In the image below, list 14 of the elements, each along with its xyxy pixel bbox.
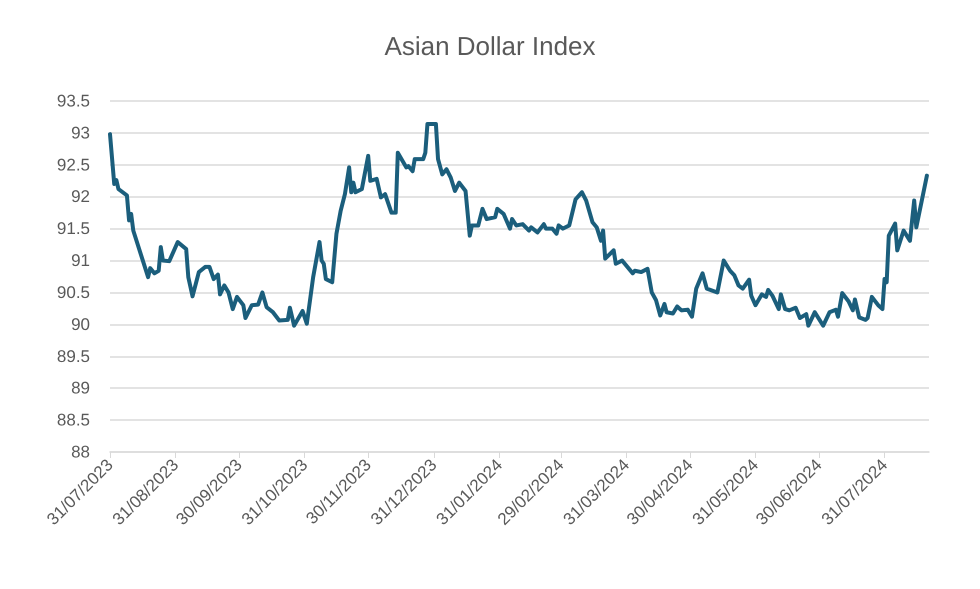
y-tick-label: 89: [71, 378, 90, 398]
y-tick-label: 93.5: [56, 92, 90, 110]
y-tick-label: 90.5: [56, 282, 90, 302]
y-tick-label: 91.5: [56, 219, 90, 238]
y-tick-label: 90: [71, 314, 90, 334]
y-tick-label: 93: [71, 123, 90, 142]
chart-title: Asian Dollar Index: [384, 31, 596, 61]
y-tick-label: 88: [71, 442, 90, 462]
line-series: [108, 122, 929, 328]
y-tick-label: 91: [71, 251, 90, 270]
y-tick-label: 89.5: [56, 346, 90, 366]
y-tick-label: 88.5: [56, 410, 90, 430]
y-tick-label: 92.5: [56, 155, 90, 174]
y-tick-label: 92: [71, 187, 90, 206]
